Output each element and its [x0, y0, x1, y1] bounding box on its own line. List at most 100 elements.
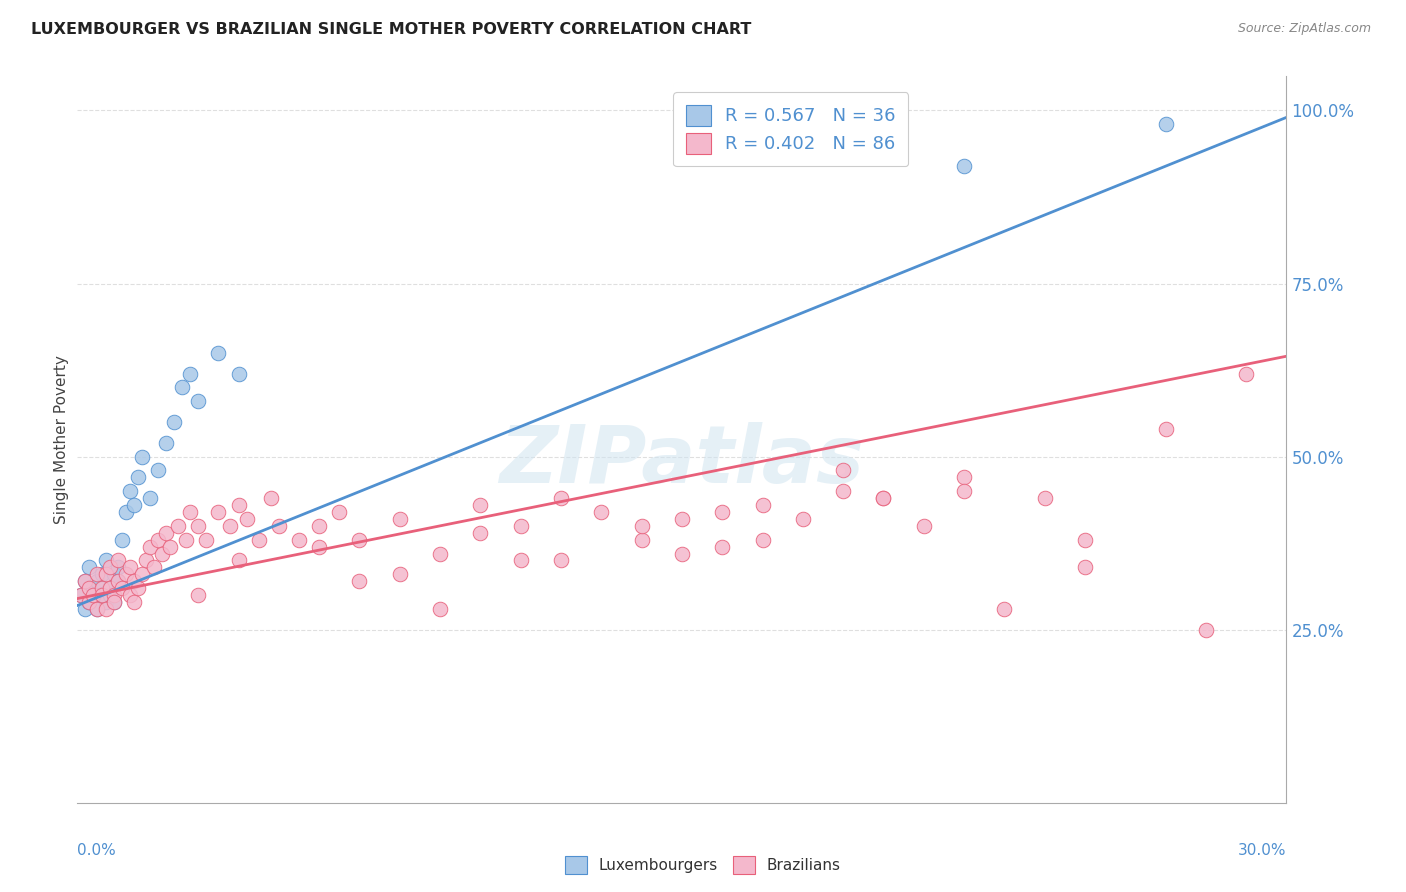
- Point: [98, 588, 121, 602]
- Point: [82, 588, 104, 602]
- Point: [103, 595, 125, 609]
- Point: [1154, 117, 1177, 131]
- Point: [114, 505, 136, 519]
- Point: [70, 588, 93, 602]
- Point: [349, 533, 371, 547]
- Point: [127, 581, 149, 595]
- Point: [1154, 422, 1177, 436]
- Point: [1234, 367, 1257, 381]
- Point: [118, 560, 141, 574]
- Point: [79, 595, 101, 609]
- Point: [228, 367, 250, 381]
- Point: [82, 588, 104, 602]
- Point: [308, 519, 330, 533]
- Point: [70, 588, 93, 602]
- Point: [187, 394, 209, 409]
- Point: [1074, 533, 1097, 547]
- Point: [79, 581, 101, 595]
- Point: [872, 491, 894, 505]
- Point: [711, 540, 734, 554]
- Point: [711, 505, 734, 519]
- Point: [90, 588, 112, 602]
- Point: [993, 602, 1015, 616]
- Point: [118, 484, 141, 499]
- Point: [187, 588, 209, 602]
- Point: [187, 519, 209, 533]
- Point: [953, 470, 976, 484]
- Point: [751, 533, 773, 547]
- Point: [172, 380, 194, 394]
- Point: [114, 567, 136, 582]
- Point: [86, 567, 108, 582]
- Point: [235, 512, 257, 526]
- Text: 0.0%: 0.0%: [77, 843, 117, 858]
- Point: [127, 470, 149, 484]
- Point: [159, 540, 181, 554]
- Point: [155, 435, 177, 450]
- Point: [75, 574, 97, 589]
- Point: [122, 595, 145, 609]
- Point: [671, 512, 693, 526]
- Point: [429, 547, 451, 561]
- Point: [328, 505, 350, 519]
- Point: [94, 602, 117, 616]
- Point: [1074, 560, 1097, 574]
- Point: [142, 560, 165, 574]
- Point: [94, 567, 117, 582]
- Point: [953, 159, 976, 173]
- Point: [912, 519, 935, 533]
- Point: [131, 450, 153, 464]
- Point: [630, 533, 652, 547]
- Point: [470, 498, 492, 512]
- Point: [75, 574, 97, 589]
- Point: [122, 498, 145, 512]
- Point: [163, 415, 186, 429]
- Y-axis label: Single Mother Poverty: Single Mother Poverty: [53, 355, 69, 524]
- Point: [122, 574, 145, 589]
- Point: [1033, 491, 1056, 505]
- Point: [267, 519, 290, 533]
- Point: [146, 463, 169, 477]
- Text: Source: ZipAtlas.com: Source: ZipAtlas.com: [1237, 22, 1371, 36]
- Point: [155, 525, 177, 540]
- Point: [94, 553, 117, 567]
- Point: [86, 602, 108, 616]
- Point: [103, 588, 125, 602]
- Point: [288, 533, 311, 547]
- Point: [429, 602, 451, 616]
- Legend: R = 0.567   N = 36, R = 0.402   N = 86: R = 0.567 N = 36, R = 0.402 N = 86: [673, 92, 908, 166]
- Point: [591, 505, 613, 519]
- Point: [509, 553, 531, 567]
- Point: [207, 505, 229, 519]
- Legend: Luxembourgers, Brazilians: Luxembourgers, Brazilians: [560, 850, 846, 880]
- Point: [103, 595, 125, 609]
- Point: [86, 574, 108, 589]
- Point: [195, 533, 218, 547]
- Point: [98, 581, 121, 595]
- Point: [260, 491, 283, 505]
- Point: [832, 484, 855, 499]
- Point: [751, 498, 773, 512]
- Point: [90, 567, 112, 582]
- Point: [86, 602, 108, 616]
- Point: [79, 560, 101, 574]
- Point: [671, 547, 693, 561]
- Point: [111, 581, 134, 595]
- Text: LUXEMBOURGER VS BRAZILIAN SINGLE MOTHER POVERTY CORRELATION CHART: LUXEMBOURGER VS BRAZILIAN SINGLE MOTHER …: [31, 22, 751, 37]
- Point: [219, 519, 242, 533]
- Point: [308, 540, 330, 554]
- Point: [139, 540, 162, 554]
- Text: ZIPatlas: ZIPatlas: [499, 422, 865, 500]
- Point: [103, 567, 125, 582]
- Point: [630, 519, 652, 533]
- Point: [247, 533, 270, 547]
- Point: [150, 547, 173, 561]
- Point: [832, 463, 855, 477]
- Point: [228, 553, 250, 567]
- Point: [228, 498, 250, 512]
- Point: [179, 505, 201, 519]
- Text: 30.0%: 30.0%: [1239, 843, 1286, 858]
- Point: [470, 525, 492, 540]
- Point: [349, 574, 371, 589]
- Point: [131, 567, 153, 582]
